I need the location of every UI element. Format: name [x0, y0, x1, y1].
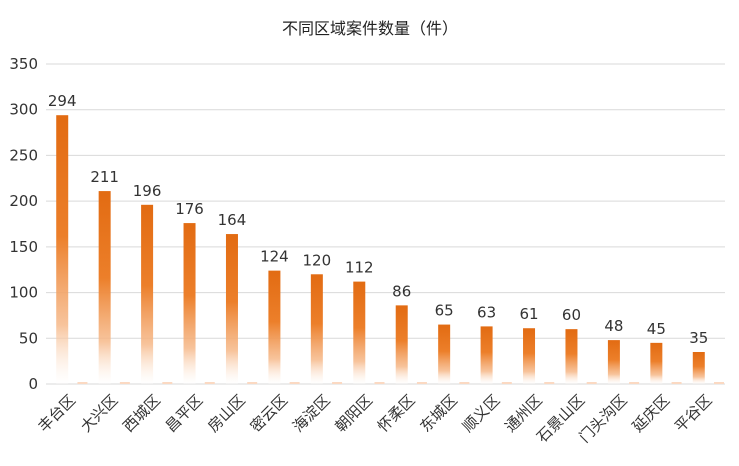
- y-tick-label: 350: [9, 55, 38, 73]
- x-tick-label: 顺义区: [459, 391, 504, 436]
- data-label: 48: [604, 317, 623, 335]
- baseline-marker: [629, 382, 640, 384]
- y-axis: 0 50 100 150 200 250 300 350: [9, 55, 38, 393]
- bar: [56, 115, 69, 384]
- data-label: 120: [303, 251, 332, 269]
- data-label: 35: [689, 329, 708, 347]
- baseline-marker: [714, 382, 724, 384]
- data-label: 124: [260, 248, 289, 266]
- baseline-marker: [332, 382, 343, 384]
- y-tick-label: 250: [9, 146, 38, 164]
- y-tick-label: 200: [9, 192, 38, 210]
- data-label: 61: [519, 305, 538, 323]
- bar: [692, 352, 705, 384]
- baseline-marker: [501, 382, 512, 384]
- bar: [310, 274, 323, 384]
- x-tick-label: 丰台区: [34, 391, 79, 436]
- x-tick-label: 西城区: [119, 391, 164, 436]
- data-labels: 294 211 196 176 164 124 120 112 86 65 63 61 60 48 45 35: [48, 92, 708, 347]
- bar: [98, 191, 111, 384]
- baseline-marker: [671, 382, 682, 384]
- y-tick-label: 0: [28, 375, 38, 393]
- bar: [353, 281, 366, 384]
- bar: [225, 234, 238, 384]
- baseline-marker: [374, 382, 385, 384]
- x-tick-label: 怀柔区: [374, 391, 419, 436]
- x-tick-label: 昌平区: [162, 391, 207, 436]
- data-label: 65: [435, 302, 454, 320]
- bar: [438, 324, 451, 384]
- baseline-marker: [204, 382, 215, 384]
- x-tick-label: 密云区: [247, 391, 292, 436]
- x-tick-label: 大兴区: [77, 391, 122, 436]
- data-label: 294: [48, 92, 77, 110]
- baseline-marker: [77, 382, 88, 384]
- x-tick-label: 海淀区: [289, 391, 334, 436]
- data-label: 176: [175, 200, 204, 218]
- bar: [523, 328, 536, 384]
- baseline-marker: [162, 382, 173, 384]
- data-label: 86: [392, 282, 411, 300]
- data-label: 196: [133, 182, 162, 200]
- baseline-marker: [247, 382, 258, 384]
- bar: [565, 329, 578, 384]
- bar: [183, 223, 196, 384]
- bar: [480, 326, 493, 384]
- x-axis: 丰台区大兴区西城区昌平区房山区密云区海淀区朝阳区怀柔区东城区顺义区通州区石景山区…: [34, 391, 715, 446]
- data-label: 45: [647, 320, 666, 338]
- data-label: 211: [90, 168, 119, 186]
- bar: [268, 270, 281, 384]
- x-tick-label: 东城区: [416, 391, 461, 436]
- data-label: 63: [477, 303, 496, 321]
- y-tick-label: 150: [9, 238, 38, 256]
- chart-title: 不同区域案件数量（件）: [282, 19, 458, 38]
- x-tick-label: 平谷区: [671, 391, 716, 436]
- bar: [141, 204, 154, 384]
- gridlines: [46, 63, 725, 385]
- x-tick-label: 朝阳区: [332, 391, 377, 436]
- x-tick-label: 延庆区: [629, 391, 674, 436]
- bar: [395, 305, 408, 384]
- baseline-marker: [119, 382, 130, 384]
- y-tick-label: 50: [19, 329, 38, 347]
- data-label: 164: [218, 211, 247, 229]
- y-tick-label: 100: [9, 284, 38, 302]
- baseline-marker: [586, 382, 597, 384]
- y-tick-label: 300: [9, 101, 38, 119]
- bar: [650, 342, 663, 384]
- data-label: 112: [345, 259, 374, 277]
- bar: [607, 340, 620, 384]
- baseline-marker: [544, 382, 555, 384]
- baseline-marker: [459, 382, 470, 384]
- x-tick-label: 门头沟区: [576, 391, 631, 446]
- baseline-marker: [289, 382, 300, 384]
- baseline-marker: [416, 382, 427, 384]
- x-tick-label: 房山区: [204, 391, 249, 436]
- bars: [56, 115, 724, 384]
- data-label: 60: [562, 306, 581, 324]
